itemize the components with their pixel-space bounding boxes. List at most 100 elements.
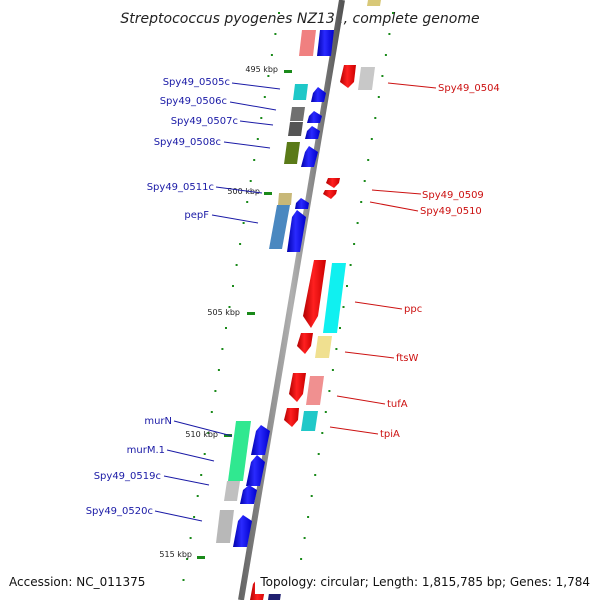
track-dot: [384, 54, 387, 56]
track-dot: [193, 516, 196, 518]
gene-label-tufa[interactable]: tufA: [387, 399, 408, 410]
gene-label-ftsw[interactable]: ftsW: [396, 353, 418, 364]
kbp-tick-500: [264, 192, 272, 195]
gene-label-spy49-0506c[interactable]: Spy49_0506c: [160, 96, 227, 107]
track-dot: [239, 243, 242, 245]
feature-ppc-context: [323, 263, 346, 333]
track-dot: [300, 558, 303, 560]
track-dot: [196, 495, 199, 497]
track-dot: [388, 33, 391, 35]
gene-label-spy49-0504[interactable]: Spy49_0504: [438, 83, 500, 94]
kbp-label-505: 505 kbp: [207, 308, 240, 317]
gene-label-murm1[interactable]: murM.1: [127, 445, 165, 456]
feature-plus-top-context: [367, 0, 381, 6]
gene-label-murn[interactable]: murN: [144, 416, 172, 427]
feature-minus-top-gene: [317, 30, 334, 56]
feature-tpia-context: [301, 411, 318, 431]
track-dot: [381, 75, 384, 77]
gene-label-ppc[interactable]: ppc: [404, 304, 422, 315]
gene-label-pepf[interactable]: pepF: [184, 210, 209, 221]
footer-backdrop: [255, 572, 600, 594]
track-dot: [253, 159, 256, 161]
track-dot: [232, 285, 234, 287]
track-dot: [377, 96, 380, 98]
feature-spy49-0508c-context: [284, 142, 300, 164]
track-dot: [189, 537, 192, 539]
left-connectors: [154, 82, 281, 522]
track-dot: [349, 264, 352, 266]
genome-backbone: [238, 0, 345, 600]
track-dot: [207, 432, 210, 434]
kbp-tick-515: [197, 556, 205, 559]
gene-label-spy49-0520c[interactable]: Spy49_0520c: [86, 506, 153, 517]
kbp-label-515: 515 kbp: [159, 550, 192, 559]
track-dot: [221, 348, 224, 350]
gene-label-spy49-0510[interactable]: Spy49_0510: [420, 206, 482, 217]
feature-spy49-0504-context: [358, 67, 375, 90]
feature-spy49-0519c-context: [224, 481, 240, 501]
track-dot: [307, 516, 310, 518]
track-dot: [200, 474, 203, 476]
track-dot: [342, 306, 345, 308]
feature-spy49-0505c: [311, 87, 326, 102]
track-dot: [249, 180, 252, 182]
feature-spy49-0506c: [307, 111, 322, 123]
track-dot: [225, 327, 227, 329]
track-dot: [370, 138, 373, 140]
feature-spy49-0507c-context: [288, 122, 303, 136]
kbp-tick-510: [224, 434, 232, 437]
track-dot: [328, 390, 331, 392]
feature-spy49-0504: [340, 65, 356, 88]
feature-tufa-context: [306, 376, 324, 405]
track-dot: [331, 369, 334, 371]
accession-text: Accession: NC_011375: [9, 575, 145, 589]
feature-spy49-0505c-context: [293, 84, 308, 100]
feature-spy49-0510: [323, 190, 337, 199]
track-dot: [267, 75, 270, 77]
feature-spy49-0511c-context: [278, 193, 292, 205]
gene-label-spy49-0505c[interactable]: Spy49_0505c: [163, 77, 230, 88]
track-dot: [303, 537, 306, 539]
feature-ftsw: [297, 333, 313, 354]
feature-minus-top-context: [299, 30, 316, 56]
gene-label-spy49-0509[interactable]: Spy49_0509: [422, 190, 484, 201]
feature-ppc: [303, 260, 326, 328]
track-dot: [317, 453, 320, 455]
gene-label-spy49-0508c[interactable]: Spy49_0508c: [154, 137, 221, 148]
gene-label-spy49-0507c[interactable]: Spy49_0507c: [171, 116, 238, 127]
kbp-ticks: [197, 70, 292, 559]
track-dot: [270, 54, 273, 56]
track-dot: [335, 348, 338, 350]
kbp-label-510: 510 kbp: [185, 430, 218, 439]
track-dots: [182, 12, 394, 581]
track-dot: [214, 390, 217, 392]
plus-strand-features: [284, 0, 381, 431]
gene-label-spy49-0519c[interactable]: Spy49_0519c: [94, 471, 161, 482]
track-dot: [242, 222, 245, 224]
feature-spy49-0520c: [233, 515, 252, 547]
track-dot: [256, 138, 259, 140]
feature-ftsw-context: [315, 336, 332, 358]
feature-murm1: [246, 455, 265, 486]
feature-spy49-0509: [326, 178, 340, 188]
feature-spy49-0519c: [240, 485, 257, 504]
track-dot: [367, 159, 370, 161]
track-dot: [353, 243, 356, 245]
track-dot: [356, 222, 359, 224]
track-dot: [228, 306, 231, 308]
track-dot: [263, 96, 266, 98]
track-dot: [339, 327, 341, 329]
track-dot: [246, 201, 249, 203]
map-title: Streptococcus pyogenes NZ131, complete g…: [120, 11, 479, 27]
feature-spy49-0507c: [305, 126, 320, 139]
gene-label-tpia[interactable]: tpiA: [380, 429, 400, 440]
track-dot: [278, 12, 280, 14]
kbp-label-500: 500 kbp: [227, 187, 260, 196]
track-dot: [260, 117, 263, 119]
track-dot: [186, 558, 189, 560]
gene-label-spy49-0511c[interactable]: Spy49_0511c: [147, 182, 214, 193]
track-dot: [392, 12, 394, 14]
feature-spy49-0508c: [301, 146, 318, 167]
